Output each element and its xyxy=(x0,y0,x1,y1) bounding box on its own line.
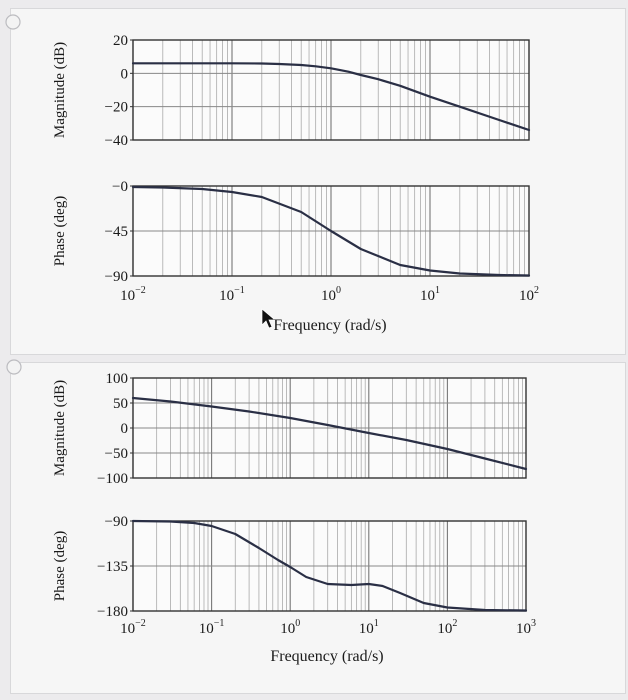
x-tick-exponent: −1 xyxy=(214,618,225,629)
y-tick-label: −45 xyxy=(105,224,128,240)
y-tick-label: 100 xyxy=(106,371,129,387)
x-tick-exponent: 0 xyxy=(295,618,300,629)
magnitude-plot: 20 0 −20 −40 Magnitude (dB) xyxy=(52,33,531,149)
phase-ylabel: Phase (deg) xyxy=(52,531,68,601)
x-tick-base: 10 xyxy=(437,621,452,637)
y-tick-label: −40 xyxy=(105,133,128,149)
mouse-cursor-icon xyxy=(261,308,276,329)
y-tick-label: −100 xyxy=(97,471,128,487)
x-tick-exponent: −1 xyxy=(234,285,245,296)
x-tick-exponent: 0 xyxy=(336,285,341,296)
y-tick-label: −180 xyxy=(97,604,128,620)
x-tick-label: 10−1 xyxy=(199,618,225,637)
x-tick-exponent: −2 xyxy=(135,285,146,296)
x-tick-label: 10−2 xyxy=(120,285,146,304)
x-tick-label: 103 xyxy=(516,618,536,637)
y-tick-label: 0 xyxy=(121,66,129,82)
y-tick-label: −90 xyxy=(105,269,128,285)
x-tick-base: 10 xyxy=(321,288,336,304)
x-tick-base: 10 xyxy=(519,288,534,304)
phase-series-line xyxy=(131,519,528,612)
x-tick-exponent: 1 xyxy=(374,618,379,629)
x-tick-exponent: 1 xyxy=(435,285,440,296)
x-tick-label: 101 xyxy=(420,285,440,304)
magnitude-ylabel: Magnitude (dB) xyxy=(52,42,68,138)
y-tick-label: 20 xyxy=(113,33,128,49)
x-tick-base: 10 xyxy=(120,621,135,637)
phase-series-line xyxy=(131,185,531,277)
x-tick-base: 10 xyxy=(280,621,295,637)
x-axis-label: Frequency (rad/s) xyxy=(273,317,386,334)
x-tick-label: 102 xyxy=(437,618,457,637)
magnitude-ylabel: Magnitude (dB) xyxy=(52,380,68,476)
y-tick-label: 0 xyxy=(121,421,129,437)
x-tick-exponent: 2 xyxy=(534,285,539,296)
answer-option-radio-2[interactable] xyxy=(6,359,22,375)
phase-plot: −0 −45 −90 Phase (deg) xyxy=(52,179,531,285)
x-tick-base: 10 xyxy=(516,621,531,637)
x-tick-exponent: 3 xyxy=(531,618,536,629)
y-tick-label: −90 xyxy=(105,514,128,530)
y-tick-label: −135 xyxy=(97,559,128,575)
x-tick-base: 10 xyxy=(359,621,374,637)
x-tick-base: 10 xyxy=(420,288,435,304)
answer-option-radio-1[interactable] xyxy=(5,14,21,30)
x-tick-label: 100 xyxy=(280,618,300,637)
x-tick-base: 10 xyxy=(120,288,135,304)
x-tick-label: 100 xyxy=(321,285,341,304)
y-tick-label: 50 xyxy=(113,396,128,412)
x-axis-label: Frequency (rad/s) xyxy=(270,648,383,665)
phase-plot: −90 −135 −180 Phase (deg) xyxy=(52,514,528,620)
x-tick-label: 10−1 xyxy=(219,285,245,304)
magnitude-plot: 100 50 0 −50 −100 Magnitude (dB) xyxy=(52,371,528,487)
phase-ylabel: Phase (deg) xyxy=(52,196,68,266)
y-tick-label: −50 xyxy=(105,446,128,462)
y-tick-label: −0 xyxy=(112,179,128,195)
magnitude-series-line xyxy=(131,62,531,132)
y-tick-label: −20 xyxy=(105,100,128,116)
x-tick-label: 101 xyxy=(359,618,379,637)
x-tick-exponent: 2 xyxy=(452,618,457,629)
plot-frame xyxy=(132,39,530,141)
x-tick-exponent: −2 xyxy=(135,618,146,629)
x-tick-base: 10 xyxy=(199,621,214,637)
magnitude-series-line xyxy=(131,396,528,471)
x-tick-label: 102 xyxy=(519,285,539,304)
x-tick-label: 10−2 xyxy=(120,618,146,637)
x-tick-base: 10 xyxy=(219,288,234,304)
